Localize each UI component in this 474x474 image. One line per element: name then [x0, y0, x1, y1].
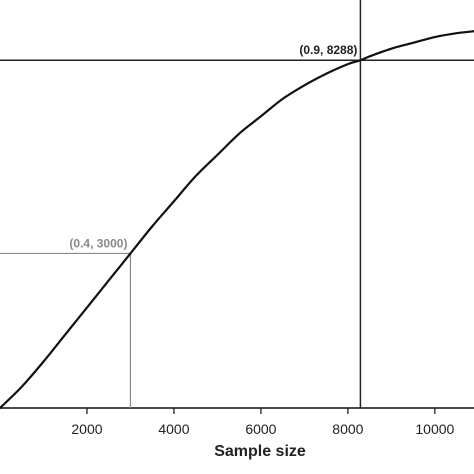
series-group — [0, 30, 474, 410]
x-axis-ticks: 2000 4000 6000 8000 10000 — [71, 408, 455, 437]
x-tick-label: 6000 — [245, 421, 276, 437]
annotations: (0.9, 8288) (0.4, 3000) — [69, 43, 357, 250]
annotation-label: (0.9, 8288) — [299, 43, 357, 57]
series-line — [0, 30, 474, 410]
x-tick-label: 2000 — [71, 421, 102, 437]
x-tick-label: 4000 — [158, 421, 189, 437]
guide-lines — [0, 0, 474, 408]
x-axis-title: Sample size — [214, 443, 306, 460]
annotation-label: (0.4, 3000) — [69, 236, 127, 250]
x-tick-label: 10000 — [415, 421, 454, 437]
x-tick-label: 8000 — [332, 421, 363, 437]
